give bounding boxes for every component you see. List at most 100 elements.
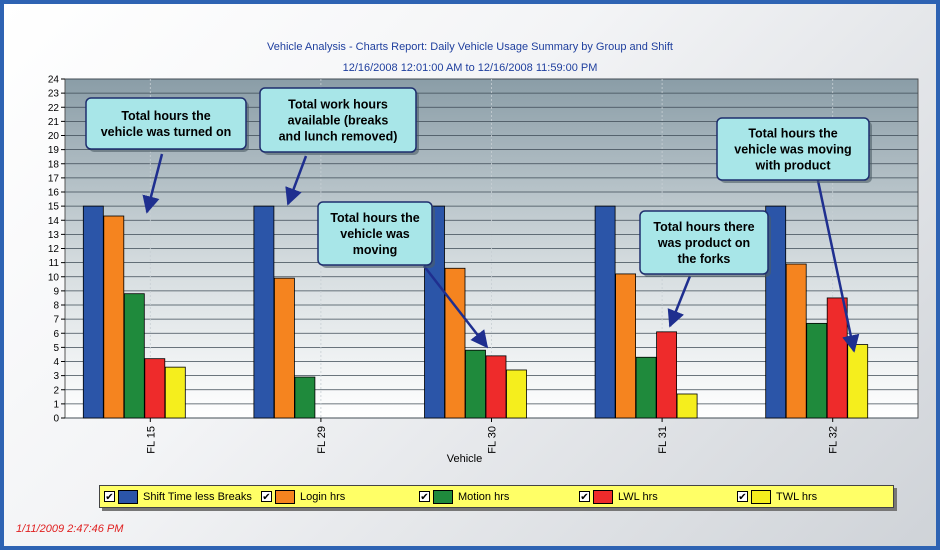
callout-text: vehicle was — [340, 227, 410, 241]
callout-box — [259, 87, 417, 153]
legend-swatch — [593, 489, 613, 504]
chart-subtitle: 12/16/2008 12:01:00 AM to 12/16/2008 11:… — [343, 62, 598, 74]
legend-label: Login hrs — [300, 490, 346, 503]
callout-text: Total work hours — [288, 98, 388, 112]
y-tick-label: 17 — [48, 173, 60, 184]
bar-motion-hrs — [294, 376, 316, 419]
y-tick-label: 13 — [48, 230, 60, 241]
legend-swatch — [751, 489, 771, 504]
legend-checkbox[interactable]: ✔ — [737, 491, 748, 503]
legend-item-shift-time-less-breaks[interactable]: ✔ Shift Time less Breaks — [104, 486, 252, 507]
chart-legend: ✔ Shift Time less Breaks ✔ Login hrs ✔ Motion… — [99, 485, 894, 508]
callout-text: vehicle was moving — [734, 143, 851, 157]
x-tick-label: FL 29 — [316, 426, 328, 454]
vehicle-usage-chart: Vehicle Analysis - Charts Report: Daily … — [48, 41, 919, 465]
legend-item-motion-hrs[interactable]: ✔ Motion hrs — [419, 486, 509, 507]
bar-shift-time-less-breaks — [594, 205, 616, 419]
y-tick-label: 2 — [53, 385, 59, 396]
bar-login-hrs — [615, 273, 636, 419]
callout-text: the forks — [678, 252, 731, 266]
legend-checkbox[interactable]: ✔ — [579, 491, 590, 503]
callout-text: Total hours the — [121, 109, 210, 123]
legend-item-lwl-hrs[interactable]: ✔ LWL hrs — [579, 486, 658, 507]
y-tick-label: 0 — [53, 414, 59, 425]
y-tick-label: 6 — [53, 329, 59, 340]
legend-label: LWL hrs — [618, 490, 658, 503]
y-tick-label: 4 — [53, 357, 59, 368]
bar-motion-hrs — [123, 293, 145, 419]
callout-text: and lunch removed) — [279, 130, 398, 144]
report-timestamp: 1/11/2009 2:47:46 PM — [16, 523, 124, 535]
bar-twl-hrs — [676, 393, 698, 419]
callout-text: vehicle was turned on — [101, 125, 232, 139]
y-tick-label: 24 — [48, 75, 60, 86]
callout-text: Total hours the — [748, 127, 837, 141]
callout-text: Total hours there — [653, 220, 754, 234]
legend-label: Shift Time less Breaks — [143, 490, 252, 503]
legend-checkbox[interactable]: ✔ — [419, 491, 430, 503]
bar-motion-hrs — [635, 356, 657, 419]
callout-box — [85, 97, 247, 150]
bar-motion-hrs — [465, 349, 486, 419]
legend-swatch — [433, 489, 453, 504]
bar-login-hrs — [103, 215, 125, 419]
callout-text: Total hours the — [330, 211, 419, 225]
callout-box — [317, 201, 433, 266]
callout-arrow — [667, 275, 692, 328]
y-tick-label: 21 — [48, 117, 60, 128]
x-axis-label: Vehicle — [447, 453, 482, 465]
bar-shift-time-less-breaks — [82, 205, 104, 419]
x-tick-label: FL 32 — [828, 426, 840, 454]
bar-lwl-hrs — [656, 331, 677, 419]
bar-lwl-hrs — [826, 297, 848, 419]
x-tick-label: FL 15 — [145, 426, 157, 454]
bar-lwl-hrs — [144, 358, 166, 419]
y-tick-label: 5 — [53, 343, 59, 354]
bar-shift-time-less-breaks — [253, 205, 275, 419]
legend-checkbox[interactable]: ✔ — [261, 491, 272, 503]
callout-box — [639, 210, 769, 275]
legend-item-login-hrs[interactable]: ✔ Login hrs — [261, 486, 345, 507]
callout-arrow — [815, 175, 860, 353]
callout-text: moving — [353, 243, 397, 257]
bar-motion-hrs — [806, 322, 828, 419]
y-tick-label: 16 — [48, 188, 60, 199]
y-tick-label: 9 — [53, 286, 59, 297]
y-tick-label: 8 — [53, 301, 59, 312]
bar-login-hrs — [444, 267, 466, 419]
bar-login-hrs — [273, 277, 295, 419]
legend-swatch — [118, 489, 138, 504]
y-tick-label: 14 — [48, 216, 60, 227]
bar-twl-hrs — [847, 344, 869, 419]
bar-login-hrs — [785, 263, 807, 419]
chart-title: Vehicle Analysis - Charts Report: Daily … — [267, 41, 673, 53]
callout-text: was product on — [657, 236, 750, 250]
legend-label: Motion hrs — [458, 490, 510, 503]
y-tick-label: 7 — [53, 315, 59, 326]
y-tick-label: 23 — [48, 89, 60, 100]
y-tick-label: 1 — [53, 399, 59, 410]
y-tick-label: 18 — [48, 159, 60, 170]
bar-twl-hrs — [506, 369, 527, 419]
y-tick-label: 3 — [53, 371, 59, 382]
callout-arrow — [423, 265, 489, 349]
y-tick-label: 22 — [48, 103, 60, 114]
callout-arrow — [142, 153, 164, 214]
y-tick-label: 10 — [48, 272, 60, 283]
callout-arrow — [285, 155, 308, 206]
y-tick-label: 11 — [49, 258, 60, 269]
callout-text: with product — [755, 159, 832, 173]
x-tick-label: FL 30 — [487, 426, 499, 454]
x-tick-label: FL 31 — [657, 426, 669, 454]
legend-item-twl-hrs[interactable]: ✔ TWL hrs — [737, 486, 817, 507]
y-tick-label: 15 — [48, 202, 60, 213]
y-tick-label: 20 — [48, 131, 60, 142]
legend-swatch — [275, 489, 295, 504]
callout-text: available (breaks — [288, 114, 389, 128]
bar-twl-hrs — [164, 366, 186, 419]
y-tick-label: 19 — [48, 145, 60, 156]
y-tick-label: 12 — [48, 244, 60, 255]
bar-lwl-hrs — [485, 355, 507, 419]
legend-checkbox[interactable]: ✔ — [104, 491, 115, 503]
